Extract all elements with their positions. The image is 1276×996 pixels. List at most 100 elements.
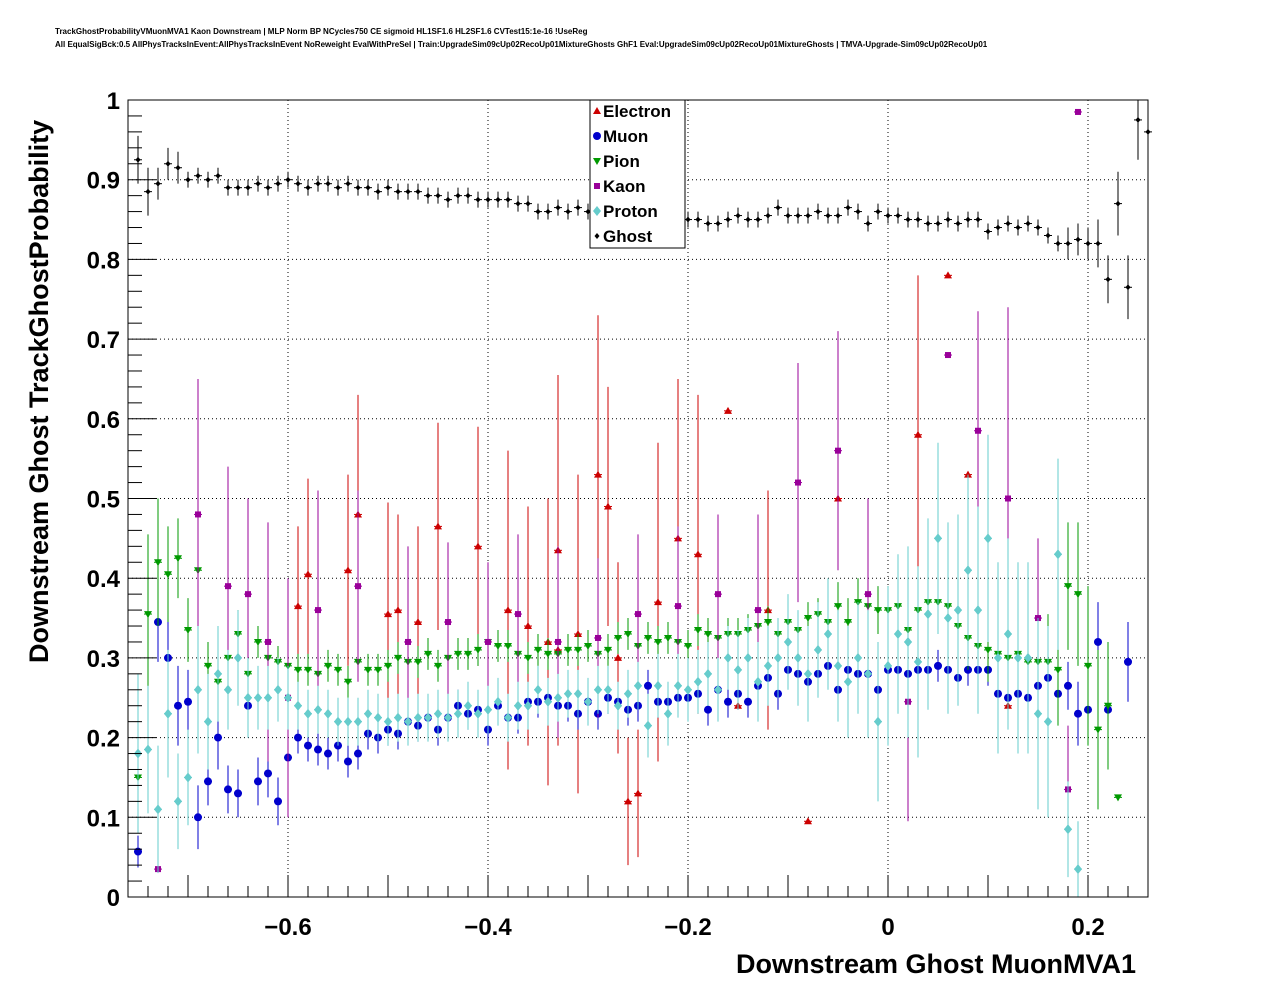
x-tick-label: −0.2 xyxy=(664,914,711,941)
ghost-point xyxy=(455,192,461,199)
ghost-point xyxy=(285,176,291,183)
proton-point xyxy=(264,692,272,703)
ghost-point xyxy=(375,188,381,195)
pion-point xyxy=(684,642,692,650)
proton-point xyxy=(994,652,1002,663)
legend-marker-ghost xyxy=(594,233,600,239)
proton-point xyxy=(914,656,922,667)
muon-point xyxy=(214,733,222,742)
kaon-point xyxy=(1005,495,1011,502)
ghost-point xyxy=(1005,220,1011,227)
muon-point xyxy=(194,813,202,822)
proton-point xyxy=(594,684,602,695)
x-tick-label: −0.4 xyxy=(464,914,512,941)
proton-point xyxy=(144,744,152,755)
kaon-point xyxy=(635,611,641,618)
proton-point xyxy=(834,660,842,671)
ghost-point xyxy=(565,208,571,215)
legend-label-electron: Electron xyxy=(603,102,671,121)
pion-point xyxy=(364,666,372,674)
pion-point xyxy=(434,662,442,670)
y-tick-label: 0.5 xyxy=(87,487,120,514)
proton-point xyxy=(604,684,612,695)
muon-point xyxy=(174,701,182,710)
proton-point xyxy=(574,688,582,699)
ghost-point xyxy=(225,184,231,191)
proton-point xyxy=(704,668,712,679)
electron-point xyxy=(414,618,422,626)
legend-marker-electron xyxy=(593,107,601,114)
pion-point xyxy=(614,634,622,642)
legend-label-pion: Pion xyxy=(603,152,640,171)
proton-point xyxy=(714,684,722,695)
muon-point xyxy=(274,797,282,806)
ghost-point xyxy=(945,216,951,223)
muon-point xyxy=(354,749,362,758)
ghost-point xyxy=(585,208,591,215)
proton-point xyxy=(534,684,542,695)
pion-point xyxy=(144,611,152,619)
ghost-point xyxy=(555,204,561,211)
y-tick-label: 0.1 xyxy=(87,805,120,832)
ghost-point xyxy=(875,208,881,215)
electron-point xyxy=(594,470,602,478)
axis-ticks: −0.6 −0.4 −0.2 0 0.2 0 0.1 0.2 0.3 0.4 0.5 0.6 0.7 0.… xyxy=(87,88,1149,941)
ghost-point xyxy=(1135,116,1141,123)
proton-point xyxy=(154,804,162,815)
muon-point xyxy=(224,785,232,794)
proton-point xyxy=(554,692,562,703)
ghost-point xyxy=(575,204,581,211)
pion-point xyxy=(984,646,992,654)
proton-point xyxy=(874,716,882,727)
proton-point xyxy=(234,652,242,663)
ghost-point xyxy=(535,208,541,215)
proton-point xyxy=(334,716,342,727)
ghost-point xyxy=(685,216,691,223)
pion-point xyxy=(1094,726,1102,734)
proton-point xyxy=(204,716,212,727)
ghost-point xyxy=(705,220,711,227)
kaon-point xyxy=(515,611,521,618)
muon-point xyxy=(184,697,192,706)
proton-point xyxy=(444,712,452,723)
pion-point xyxy=(464,650,472,658)
electron-point xyxy=(344,566,352,574)
y-tick-label: 0.7 xyxy=(87,327,120,354)
proton-point xyxy=(454,708,462,719)
proton-point xyxy=(244,692,252,703)
ghost-point xyxy=(445,196,451,203)
proton-point xyxy=(294,700,302,711)
kaon-point xyxy=(975,427,981,434)
ghost-point xyxy=(315,180,321,187)
pion-point xyxy=(1114,794,1122,802)
muon-point xyxy=(254,777,262,786)
ghost-point xyxy=(405,188,411,195)
ghost-point xyxy=(805,212,811,219)
proton-point xyxy=(274,684,282,695)
ghost-point xyxy=(155,180,161,187)
ghost-point xyxy=(1105,276,1111,283)
kaon-point xyxy=(595,634,601,641)
pion-point xyxy=(424,650,432,658)
proton-point xyxy=(1014,652,1022,663)
ghost-point xyxy=(1055,240,1061,247)
proton-point xyxy=(954,605,962,616)
y-tick-label: 0.9 xyxy=(87,168,120,195)
ghost-point xyxy=(1125,284,1131,291)
proton-point xyxy=(1074,864,1082,875)
ghost-point xyxy=(995,224,1001,231)
proton-point xyxy=(764,660,772,671)
kaon-point xyxy=(405,638,411,645)
kaon-point xyxy=(555,638,561,645)
proton-point xyxy=(844,676,852,687)
legend-marker-proton xyxy=(593,206,601,216)
proton-point xyxy=(464,700,472,711)
proton-point xyxy=(964,565,972,576)
ghost-point xyxy=(985,228,991,235)
proton-point xyxy=(754,676,762,687)
electron-point xyxy=(434,522,442,530)
proton-point xyxy=(184,772,192,783)
muon-point xyxy=(204,777,212,786)
pion-point xyxy=(524,654,532,662)
ghost-point xyxy=(725,216,731,223)
